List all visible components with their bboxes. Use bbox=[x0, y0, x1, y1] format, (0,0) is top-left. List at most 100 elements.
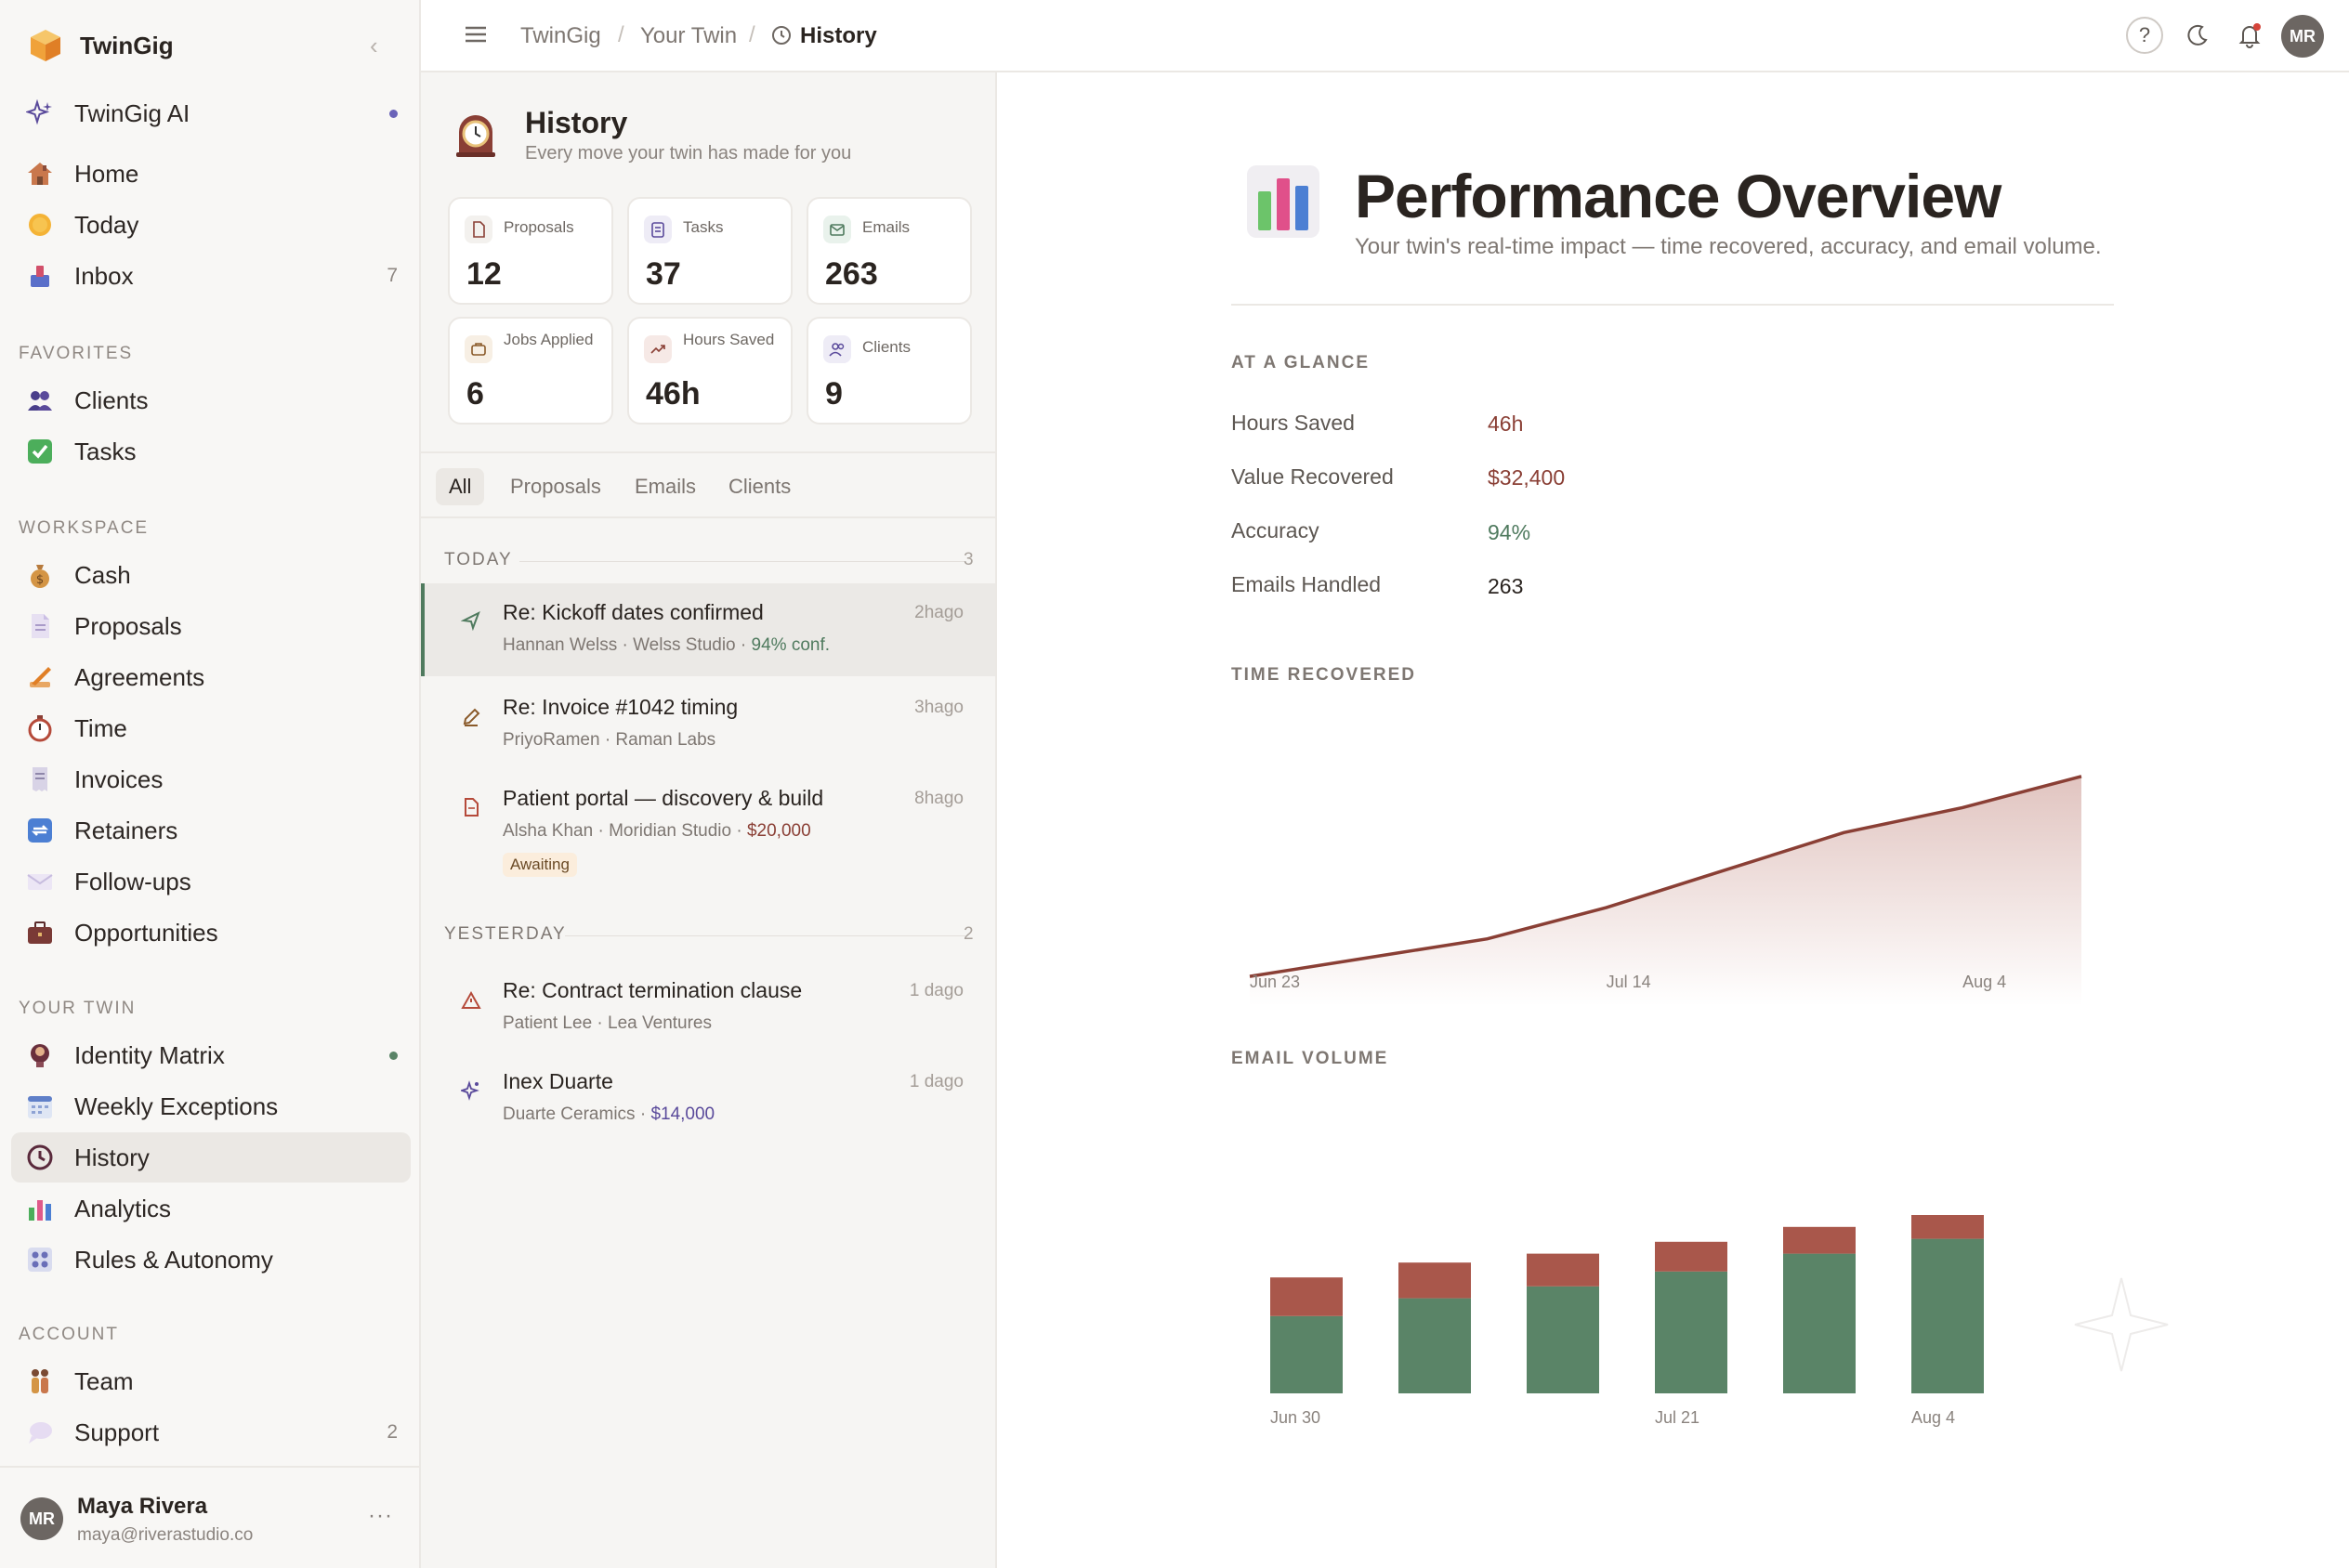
stat-value: 46h bbox=[646, 376, 701, 412]
divider bbox=[519, 561, 965, 562]
stat-label: Hours Saved bbox=[683, 331, 775, 348]
page-subtitle: Your twin's real-time impact — time reco… bbox=[1355, 234, 2102, 259]
brand-name: TwinGig bbox=[80, 31, 174, 59]
x-tick-label: Jul 14 bbox=[1606, 973, 1651, 991]
sidebar-item-label: Analytics bbox=[74, 1194, 172, 1222]
help-button[interactable]: ? bbox=[2126, 17, 2163, 54]
user-card[interactable]: MR Maya Rivera maya@riverastudio.co ··· bbox=[0, 1466, 419, 1568]
sidebar-item-tasks[interactable]: Tasks bbox=[11, 426, 411, 477]
tab-emails[interactable]: Emails bbox=[635, 475, 697, 498]
history-item[interactable]: Patient portal — discovery & build Alsha… bbox=[421, 769, 995, 890]
money-bag-icon: $ bbox=[24, 559, 56, 591]
stat-card-hours-saved[interactable]: Hours Saved 46h bbox=[627, 317, 793, 425]
filter-tabs: All Proposals Emails Clients bbox=[421, 451, 995, 518]
trend-up-icon bbox=[644, 335, 672, 363]
sidebar-item-time[interactable]: Time bbox=[11, 703, 411, 753]
sidebar-item-label: Inbox bbox=[74, 261, 134, 290]
collapse-sidebar-icon[interactable]: ‹ bbox=[370, 32, 378, 59]
sidebar-item-weekly-exceptions[interactable]: Weekly Exceptions bbox=[11, 1081, 411, 1131]
sidebar-item-label: TwinGig AI bbox=[74, 98, 190, 127]
item-title: Re: Contract termination clause bbox=[503, 978, 803, 1002]
sidebar-item-label: History bbox=[74, 1143, 150, 1171]
series-line bbox=[1249, 775, 2082, 978]
control-knobs-icon bbox=[24, 1244, 56, 1275]
group-label-yesterday: YESTERDAY bbox=[444, 924, 567, 944]
item-title: Re: Kickoff dates confirmed bbox=[503, 600, 764, 624]
calendar-icon bbox=[24, 1091, 56, 1122]
breadcrumb-twingig[interactable]: TwinGig bbox=[520, 23, 601, 48]
sidebar-item-team[interactable]: Team bbox=[11, 1356, 411, 1406]
meta-separator: · bbox=[635, 1104, 651, 1124]
more-options-icon[interactable]: ··· bbox=[368, 1503, 393, 1528]
menu-icon[interactable] bbox=[462, 20, 490, 48]
user-email: maya@riverastudio.co bbox=[77, 1525, 254, 1545]
history-item[interactable]: Inex Duarte Duarte Ceramics · $14,000 1 … bbox=[421, 1052, 995, 1145]
history-item[interactable]: Re: Kickoff dates confirmed Hannan Welss… bbox=[421, 583, 995, 676]
bell-icon[interactable] bbox=[2231, 17, 2268, 54]
status-dot bbox=[389, 1051, 398, 1060]
area-fill bbox=[1250, 776, 2081, 1006]
item-time: 2hago bbox=[914, 603, 964, 622]
breadcrumb-your-twin[interactable]: Your Twin bbox=[640, 23, 738, 48]
sidebar-item-identity-matrix[interactable]: Identity Matrix bbox=[11, 1030, 411, 1080]
sidebar-item-cash[interactable]: $ Cash bbox=[11, 550, 411, 600]
sidebar: TwinGig ‹ TwinGig AI Home Today Inbox 7 … bbox=[0, 0, 421, 1568]
bar-segment-other bbox=[1527, 1253, 1599, 1287]
sidebar-item-support[interactable]: Support 2 bbox=[11, 1407, 411, 1457]
sidebar-item-invoices[interactable]: Invoices bbox=[11, 754, 411, 804]
tab-proposals[interactable]: Proposals bbox=[510, 475, 601, 498]
sidebar-item-twingig-ai[interactable]: TwinGig AI bbox=[11, 88, 411, 138]
moon-icon[interactable] bbox=[2179, 17, 2216, 54]
bar-chart-icon bbox=[1247, 165, 1319, 238]
sidebar-item-inbox[interactable]: Inbox 7 bbox=[11, 251, 411, 301]
sidebar-item-label: Opportunities bbox=[74, 918, 218, 947]
pencil-icon bbox=[456, 702, 486, 732]
sidebar-item-rules-autonomy[interactable]: Rules & Autonomy bbox=[11, 1235, 411, 1285]
sidebar-item-home[interactable]: Home bbox=[11, 149, 411, 199]
tab-all[interactable]: All bbox=[436, 468, 485, 505]
metric-value-hours-saved: 46h bbox=[1488, 412, 1524, 436]
stat-card-jobs-applied[interactable]: Jobs Applied 6 bbox=[448, 317, 613, 425]
identity-icon bbox=[24, 1039, 56, 1071]
stat-value: 12 bbox=[466, 256, 502, 292]
clock-icon bbox=[24, 1142, 56, 1173]
bar-segment-handled bbox=[1911, 1238, 1984, 1393]
sidebar-item-follow-ups[interactable]: Follow-ups bbox=[11, 856, 411, 907]
stat-card-emails[interactable]: Emails 263 bbox=[807, 197, 972, 305]
page-title: History bbox=[525, 106, 628, 139]
sidebar-item-proposals[interactable]: Proposals bbox=[11, 601, 411, 651]
item-sender: Alsha Khan · Moridian Studio bbox=[503, 821, 732, 841]
avatar[interactable]: MR bbox=[2281, 15, 2324, 58]
sidebar-item-agreements[interactable]: Agreements bbox=[11, 652, 411, 702]
sidebar-item-analytics[interactable]: Analytics bbox=[11, 1183, 411, 1234]
status-badge: Awaiting bbox=[503, 853, 577, 877]
divider bbox=[1231, 304, 2114, 306]
sidebar-item-label: Agreements bbox=[74, 662, 205, 691]
stat-card-clients[interactable]: Clients 9 bbox=[807, 317, 972, 425]
sidebar-item-today[interactable]: Today bbox=[11, 200, 411, 250]
support-count: 2 bbox=[387, 1421, 398, 1443]
brand[interactable]: TwinGig bbox=[28, 28, 174, 63]
history-item[interactable]: Re: Contract termination clause Patient … bbox=[421, 960, 995, 1052]
stat-card-proposals[interactable]: Proposals 12 bbox=[448, 197, 613, 305]
section-label-email-volume: EMAIL VOLUME bbox=[1231, 1049, 1389, 1068]
meta-separator: · bbox=[731, 821, 747, 841]
sidebar-item-label: Invoices bbox=[74, 764, 164, 793]
sidebar-item-clients[interactable]: Clients bbox=[11, 375, 411, 425]
sidebar-item-retainers[interactable]: Retainers bbox=[11, 805, 411, 856]
stopwatch-icon bbox=[24, 712, 56, 744]
history-item[interactable]: Re: Invoice #1042 timing PriyoRamen · Ra… bbox=[421, 676, 995, 769]
stat-card-tasks[interactable]: Tasks 37 bbox=[627, 197, 793, 305]
sidebar-item-label: Rules & Autonomy bbox=[74, 1245, 273, 1274]
bar-segment-handled bbox=[1783, 1253, 1856, 1393]
sidebar-item-history[interactable]: History bbox=[11, 1132, 411, 1183]
sidebar-item-label: Follow-ups bbox=[74, 867, 191, 895]
stat-value: 37 bbox=[646, 256, 681, 292]
sparkle-watermark-icon bbox=[2074, 1277, 2169, 1372]
sparkle-icon bbox=[456, 1076, 486, 1105]
sidebar-item-opportunities[interactable]: Opportunities bbox=[11, 908, 411, 958]
stat-value: 263 bbox=[825, 256, 878, 292]
tab-clients[interactable]: Clients bbox=[728, 475, 792, 498]
receipt-icon bbox=[24, 764, 56, 795]
group-label-today: TODAY bbox=[444, 550, 513, 569]
